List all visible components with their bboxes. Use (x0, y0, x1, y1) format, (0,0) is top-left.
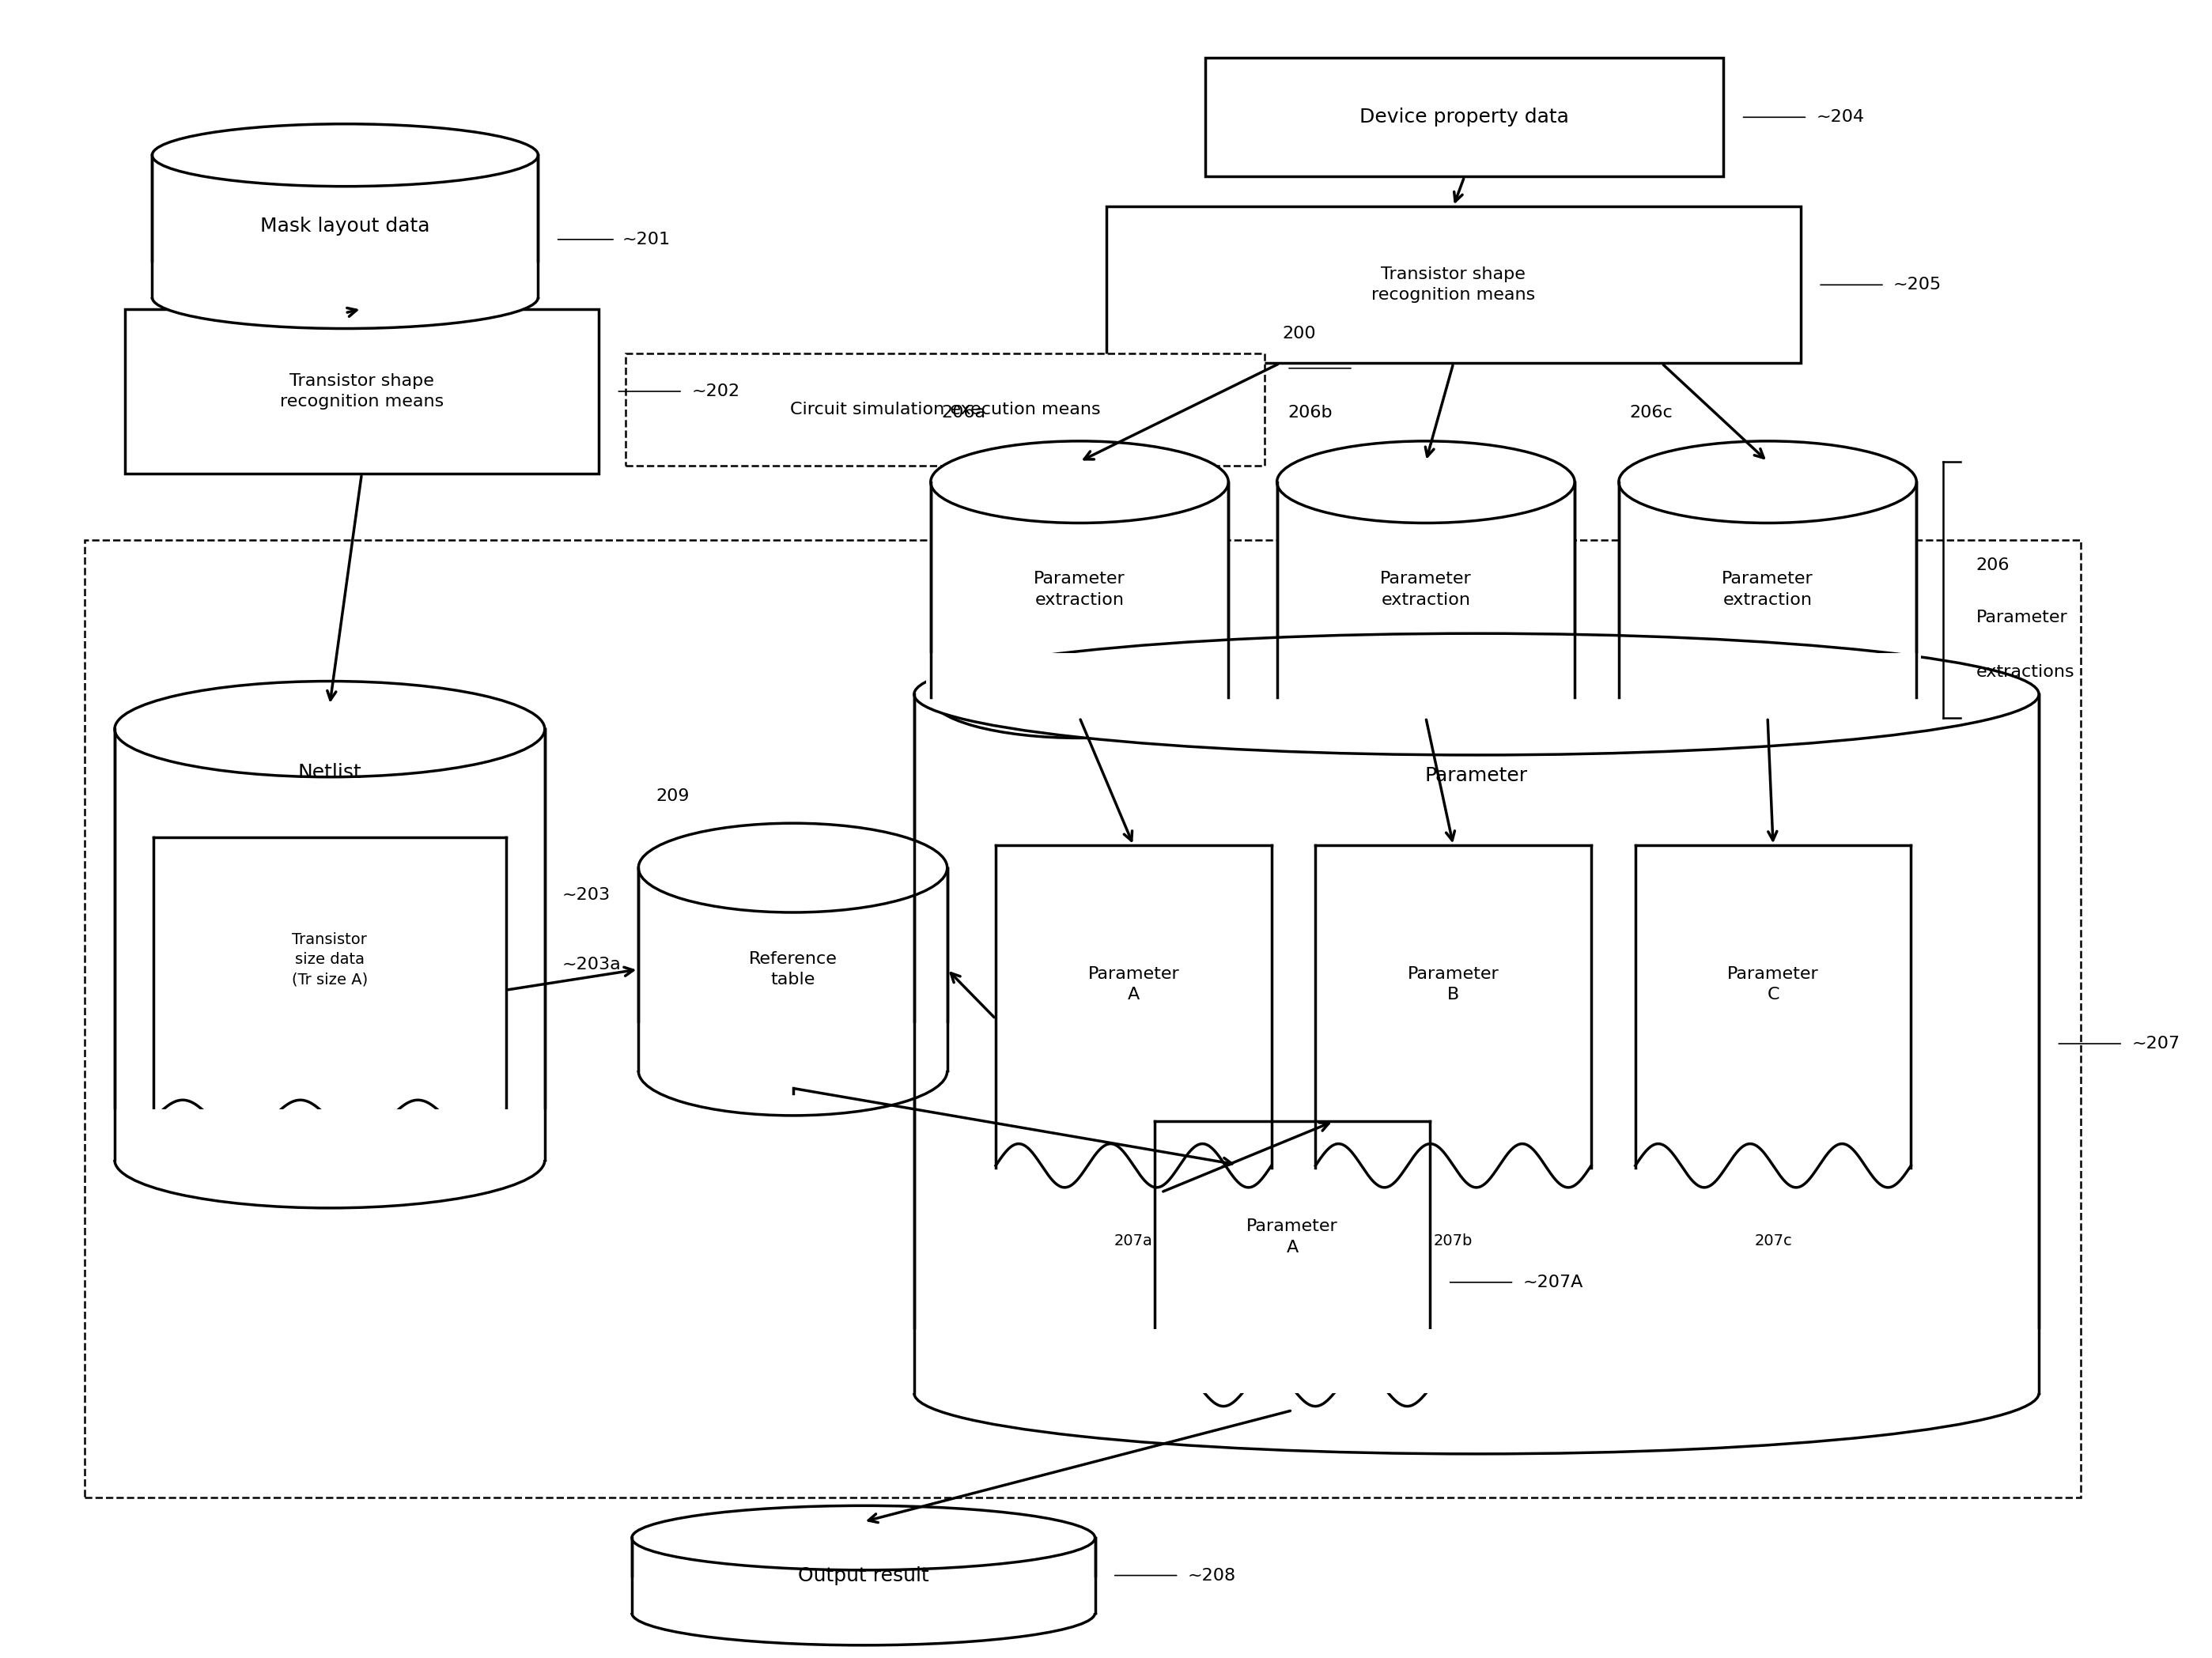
Ellipse shape (153, 124, 538, 186)
Bar (1206, 58, 1723, 177)
Ellipse shape (1619, 657, 1916, 738)
Text: ~208: ~208 (1188, 1567, 1237, 1583)
Bar (1635, 846, 1911, 1177)
Bar (1272, 653, 1579, 696)
Ellipse shape (931, 441, 1228, 522)
Ellipse shape (153, 267, 538, 328)
Text: Netlist: Netlist (299, 763, 361, 781)
Text: ~203a: ~203a (562, 957, 622, 972)
Bar (1615, 653, 1920, 696)
Ellipse shape (931, 657, 1228, 738)
Bar (1106, 206, 1801, 363)
Bar (639, 867, 947, 1071)
Text: Parameter
extraction: Parameter extraction (1380, 572, 1471, 608)
Text: 207c: 207c (1754, 1234, 1792, 1248)
Text: Parameter
A: Parameter A (1088, 967, 1179, 1003)
Bar (124, 308, 599, 474)
Ellipse shape (633, 1580, 1095, 1645)
Ellipse shape (115, 1113, 544, 1209)
Text: Parameter
extraction: Parameter extraction (1033, 572, 1126, 608)
Text: Parameter
A: Parameter A (1248, 1219, 1338, 1255)
Text: ~202: ~202 (692, 383, 739, 400)
Ellipse shape (914, 633, 2039, 754)
Text: 206: 206 (1975, 557, 2011, 574)
Bar (148, 264, 542, 297)
Text: ~204: ~204 (1816, 109, 1865, 124)
Bar (909, 1330, 2044, 1393)
Bar (111, 1109, 549, 1161)
Text: Parameter: Parameter (1975, 610, 2068, 625)
Text: Transistor shape
recognition means: Transistor shape recognition means (1371, 267, 1535, 303)
Bar (1155, 1121, 1431, 1398)
Text: Parameter
extraction: Parameter extraction (1721, 572, 1814, 608)
Text: 206b: 206b (1287, 405, 1332, 419)
Text: ~201: ~201 (622, 232, 670, 247)
Text: Device property data: Device property data (1360, 108, 1568, 126)
Ellipse shape (115, 681, 544, 778)
Bar (1276, 482, 1575, 696)
Text: Circuit simulation execution means: Circuit simulation execution means (790, 401, 1099, 418)
Bar (153, 837, 507, 1131)
Ellipse shape (1276, 657, 1575, 738)
Text: 200: 200 (1283, 325, 1316, 342)
Bar (628, 1577, 1099, 1613)
Text: 207a: 207a (1115, 1234, 1152, 1248)
Text: Parameter
C: Parameter C (1728, 967, 1818, 1003)
Text: 206c: 206c (1630, 405, 1672, 419)
Text: ~205: ~205 (1893, 277, 1942, 293)
Bar (635, 1023, 951, 1071)
Bar (626, 353, 1265, 466)
Text: Transistor shape
recognition means: Transistor shape recognition means (279, 373, 445, 410)
Text: extractions: extractions (1975, 663, 2075, 680)
Text: ~203: ~203 (562, 887, 611, 904)
Bar (927, 653, 1232, 696)
Ellipse shape (1276, 441, 1575, 522)
Text: ~207A: ~207A (1522, 1275, 1584, 1290)
Text: Reference
table: Reference table (748, 952, 836, 988)
Text: 207b: 207b (1433, 1234, 1473, 1248)
Text: 209: 209 (657, 789, 690, 804)
Bar (1619, 482, 1916, 696)
Ellipse shape (639, 1026, 947, 1116)
Bar (931, 482, 1228, 696)
Ellipse shape (639, 824, 947, 912)
Bar (633, 1539, 1095, 1613)
Ellipse shape (633, 1505, 1095, 1570)
Text: Mask layout data: Mask layout data (261, 217, 429, 235)
Text: Output result: Output result (799, 1565, 929, 1585)
Bar (115, 730, 544, 1161)
Text: Parameter: Parameter (1425, 766, 1528, 784)
Ellipse shape (914, 1333, 2039, 1454)
Bar (914, 695, 2039, 1393)
Text: ~207: ~207 (2132, 1036, 2179, 1051)
Bar (1316, 846, 1590, 1177)
Bar (153, 156, 538, 297)
Ellipse shape (1619, 441, 1916, 522)
Text: 206a: 206a (942, 405, 987, 419)
Text: Parameter
B: Parameter B (1407, 967, 1500, 1003)
Text: Transistor
size data
(Tr size A): Transistor size data (Tr size A) (292, 932, 367, 987)
Bar (995, 846, 1272, 1177)
Bar (84, 541, 2081, 1497)
